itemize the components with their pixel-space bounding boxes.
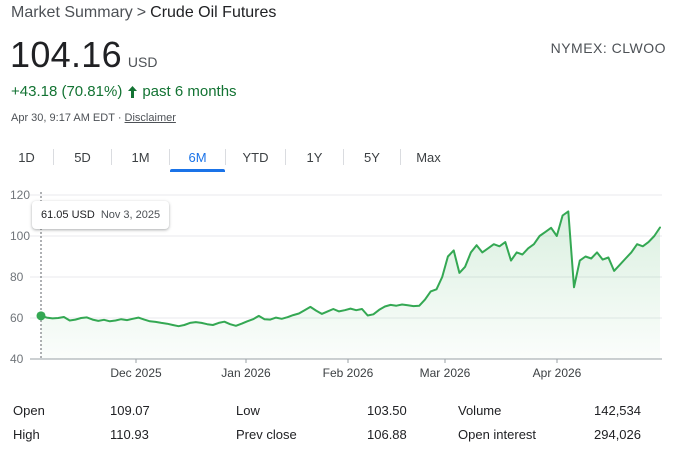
x-tick-label: Feb 2026 <box>323 366 374 380</box>
range-tabs: 1D 5D 1M 6M YTD 1Y 5Y Max <box>0 142 456 172</box>
y-tick-label: 120 <box>10 188 30 202</box>
tooltip-date: Nov 3, 2025 <box>100 209 161 221</box>
change-value: +43.18 (70.81%) <box>11 83 123 100</box>
breadcrumb-current: Crude Oil Futures <box>150 4 277 21</box>
y-tick-label: 40 <box>10 352 24 366</box>
tab-separator <box>400 149 401 165</box>
stat-low-value: 103.50 <box>367 403 407 418</box>
stat-low-label: Low <box>236 403 260 418</box>
price-row: 104.16 USD <box>10 34 157 76</box>
stat-open-interest-value: 294,026 <box>594 427 641 442</box>
timestamp-text: Apr 30, 9:17 AM EDT <box>11 112 115 124</box>
stat-open-interest-label: Open interest <box>458 427 537 442</box>
exchange-symbol: NYMEX: CLWOO <box>550 40 666 56</box>
tab-1y[interactable]: 1Y <box>306 149 323 165</box>
stat-open-label: Open <box>13 403 45 418</box>
tab-separator <box>111 149 112 165</box>
tab-5y[interactable]: 5Y <box>364 149 380 165</box>
tab-separator <box>169 149 170 165</box>
tab-5d[interactable]: 5D <box>74 149 91 165</box>
x-tick-label: Jan 2026 <box>221 366 271 380</box>
timestamp-bullet: · <box>117 112 122 124</box>
arrow-up-icon <box>128 85 138 98</box>
change-period: past 6 months <box>142 83 237 100</box>
stat-volume-label: Volume <box>458 403 502 418</box>
breadcrumb: Market Summary > Crude Oil Futures <box>11 4 276 22</box>
breadcrumb-separator: > <box>136 4 147 21</box>
price-chart[interactable]: 40 60 80 100 120 Dec 2025 Jan 2026 Feb 2026 Mar … <box>0 180 682 380</box>
x-tick-label: Dec 2025 <box>110 366 162 380</box>
tab-1d[interactable]: 1D <box>18 149 35 165</box>
tab-separator <box>53 149 54 165</box>
x-tick-label: Apr 2026 <box>533 366 582 380</box>
tab-separator <box>285 149 286 165</box>
tab-6m[interactable]: 6M <box>170 142 225 172</box>
tab-separator <box>343 149 344 165</box>
price-change: +43.18 (70.81%) past 6 months <box>11 83 237 100</box>
y-tick-label: 60 <box>10 311 24 325</box>
breadcrumb-market-summary[interactable]: Market Summary <box>11 4 133 21</box>
tab-separator <box>225 149 226 165</box>
hover-marker <box>36 311 46 321</box>
stat-high-label: High <box>13 427 40 442</box>
tab-ytd[interactable]: YTD <box>242 149 269 165</box>
tab-max[interactable]: Max <box>416 149 441 165</box>
stat-open-value: 109.07 <box>110 403 150 418</box>
disclaimer-link[interactable]: Disclaimer <box>124 112 176 124</box>
x-tick-label: Mar 2026 <box>420 366 471 380</box>
series-area <box>41 211 660 359</box>
tooltip-value: 61.05 USD <box>41 209 95 221</box>
y-tick-label: 100 <box>10 229 30 243</box>
stat-high-value: 110.93 <box>110 427 149 442</box>
currency-label: USD <box>127 54 158 70</box>
tab-1m[interactable]: 1M <box>131 149 150 165</box>
y-tick-label: 80 <box>10 270 24 284</box>
stat-volume-value: 142,534 <box>594 403 641 418</box>
chart-tooltip: 61.05 USD Nov 3, 2025 <box>32 201 170 229</box>
current-price: 104.16 <box>10 34 122 75</box>
stat-prev-close-value: 106.88 <box>367 427 407 442</box>
quote-timestamp: Apr 30, 9:17 AM EDT · Disclaimer <box>11 112 176 124</box>
stat-prev-close-label: Prev close <box>236 427 297 442</box>
